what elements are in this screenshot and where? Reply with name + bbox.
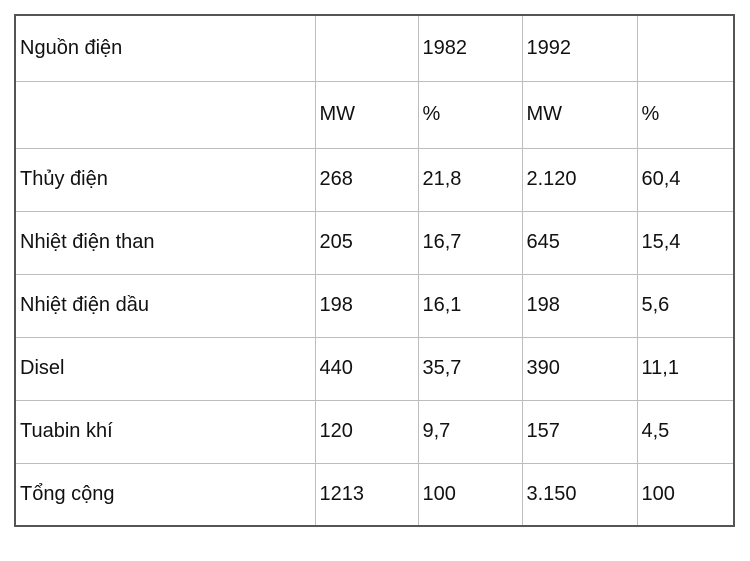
mw-1982-cell: 268 bbox=[314, 147, 419, 212]
pct-1982-cell: 9,7 bbox=[417, 399, 523, 464]
mw-1982-cell: 1213 bbox=[314, 462, 419, 527]
table-total-row: Tổng cộng 1213 100 3.150 100 bbox=[14, 462, 735, 527]
table-row: Nhiệt điện than 205 16,7 645 15,4 bbox=[14, 210, 735, 275]
source-name-cell: Disel bbox=[14, 336, 316, 401]
mw-1992-cell: 3.150 bbox=[521, 462, 638, 527]
unit-cell-mw-1982: MW bbox=[314, 80, 419, 149]
pct-1982-cell: 16,7 bbox=[417, 210, 523, 275]
mw-1992-cell: 157 bbox=[521, 399, 638, 464]
table-row: Disel 440 35,7 390 11,1 bbox=[14, 336, 735, 401]
unit-cell-mw-1992: MW bbox=[521, 80, 638, 149]
header-cell-empty bbox=[636, 14, 735, 82]
mw-1992-cell: 390 bbox=[521, 336, 638, 401]
pct-1992-cell: 100 bbox=[636, 462, 735, 527]
table-unit-row: MW % MW % bbox=[14, 80, 735, 149]
table-row: Thủy điện 268 21,8 2.120 60,4 bbox=[14, 147, 735, 212]
unit-cell-pct-1992: % bbox=[636, 80, 735, 149]
header-cell-empty bbox=[314, 14, 419, 82]
power-source-table: Nguồn điện 1982 1992 MW % MW % Thủy điện… bbox=[14, 14, 735, 527]
source-name-cell: Nhiệt điện than bbox=[14, 210, 316, 275]
pct-1992-cell: 60,4 bbox=[636, 147, 735, 212]
table-row: Nhiệt điện dầu 198 16,1 198 5,6 bbox=[14, 273, 735, 338]
pct-1982-cell: 100 bbox=[417, 462, 523, 527]
table-row: Tuabin khí 120 9,7 157 4,5 bbox=[14, 399, 735, 464]
mw-1982-cell: 198 bbox=[314, 273, 419, 338]
source-name-cell: Tổng cộng bbox=[14, 462, 316, 527]
table-header-row: Nguồn điện 1982 1992 bbox=[14, 14, 735, 82]
unit-cell-empty bbox=[14, 80, 316, 149]
pct-1992-cell: 15,4 bbox=[636, 210, 735, 275]
pct-1982-cell: 35,7 bbox=[417, 336, 523, 401]
header-cell-year-1982: 1982 bbox=[417, 14, 523, 82]
pct-1982-cell: 21,8 bbox=[417, 147, 523, 212]
source-name-cell: Nhiệt điện dầu bbox=[14, 273, 316, 338]
pct-1992-cell: 11,1 bbox=[636, 336, 735, 401]
mw-1992-cell: 2.120 bbox=[521, 147, 638, 212]
unit-cell-pct-1982: % bbox=[417, 80, 523, 149]
mw-1982-cell: 205 bbox=[314, 210, 419, 275]
header-cell-year-1992: 1992 bbox=[521, 14, 638, 82]
source-name-cell: Tuabin khí bbox=[14, 399, 316, 464]
header-cell-source: Nguồn điện bbox=[14, 14, 316, 82]
mw-1992-cell: 198 bbox=[521, 273, 638, 338]
source-name-cell: Thủy điện bbox=[14, 147, 316, 212]
pct-1992-cell: 5,6 bbox=[636, 273, 735, 338]
pct-1982-cell: 16,1 bbox=[417, 273, 523, 338]
mw-1982-cell: 120 bbox=[314, 399, 419, 464]
mw-1992-cell: 645 bbox=[521, 210, 638, 275]
mw-1982-cell: 440 bbox=[314, 336, 419, 401]
pct-1992-cell: 4,5 bbox=[636, 399, 735, 464]
